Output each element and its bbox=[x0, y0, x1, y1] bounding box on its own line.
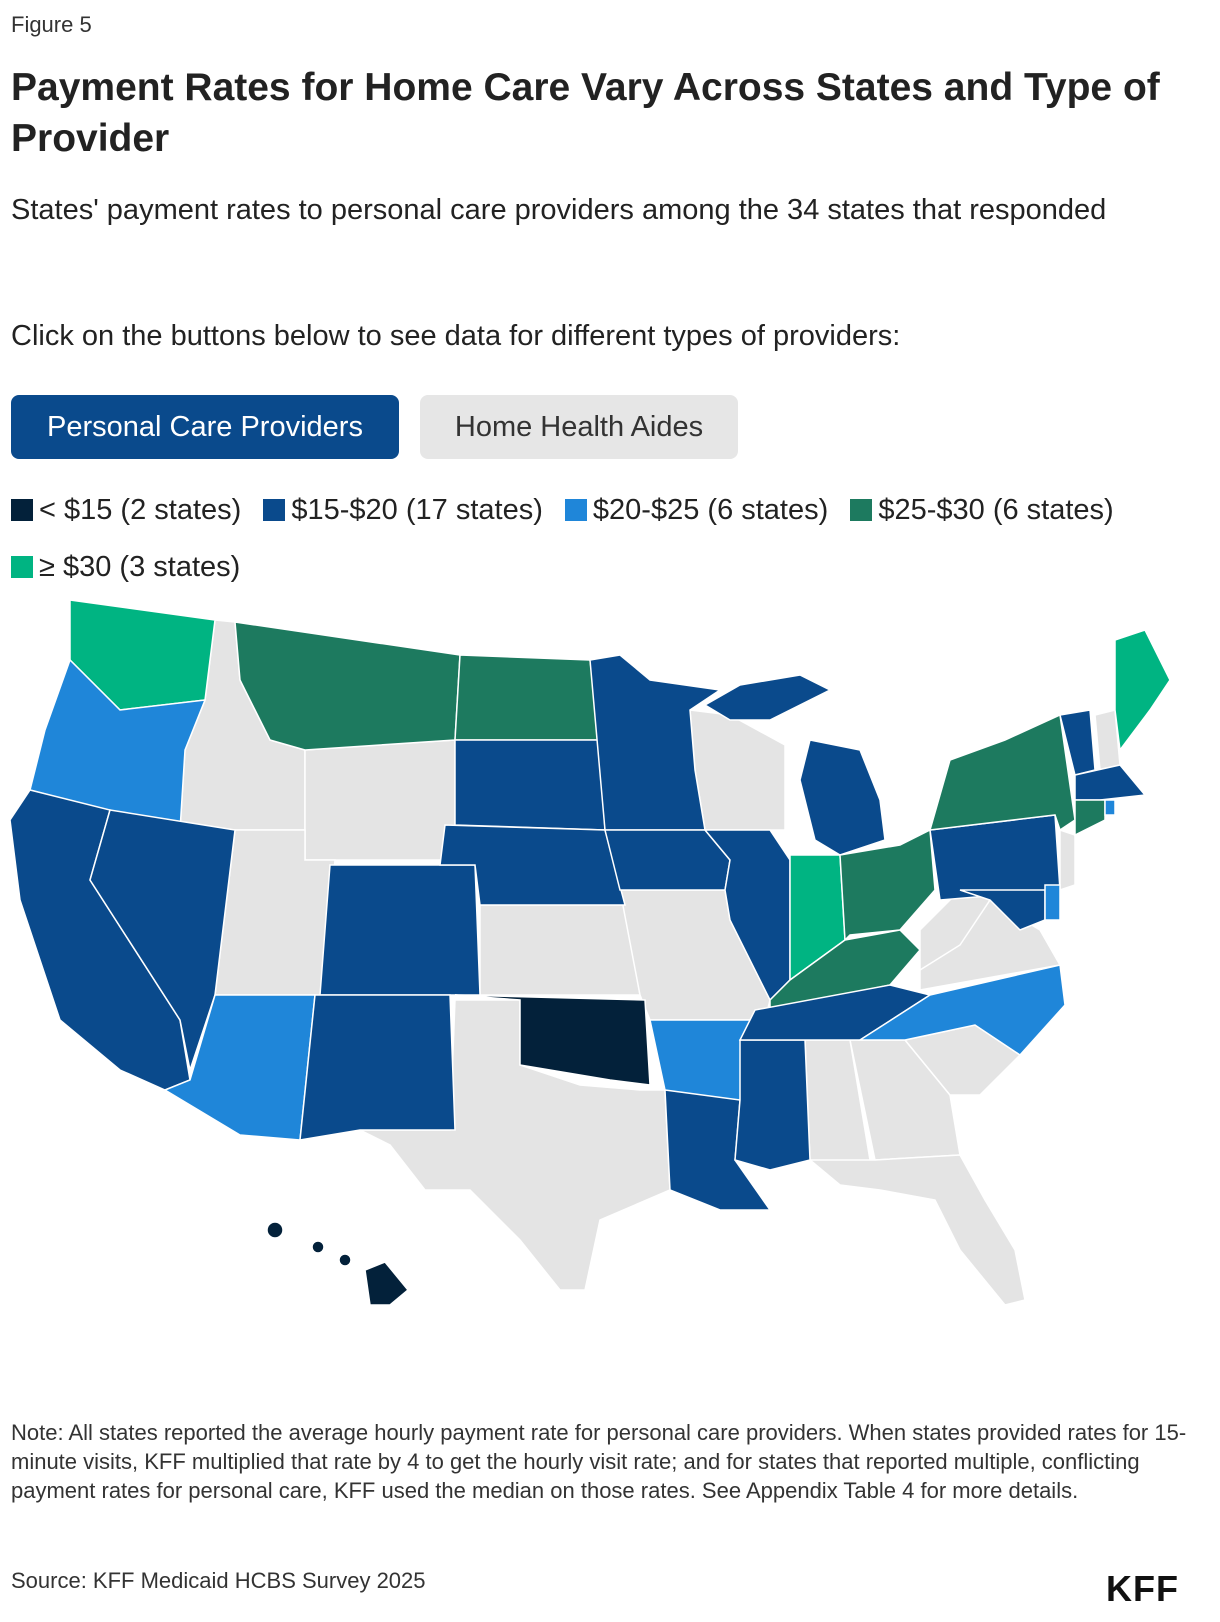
page-title: Payment Rates for Home Care Vary Across … bbox=[11, 66, 1160, 160]
state-TX[interactable] bbox=[359, 999, 671, 1291]
state-FL[interactable] bbox=[807, 1154, 1026, 1306]
legend-item-20-25: $20-$25 (6 states) bbox=[564, 482, 829, 539]
state-MI[interactable] bbox=[799, 739, 886, 856]
state-NJ[interactable] bbox=[1059, 828, 1076, 892]
state-CO[interactable] bbox=[319, 864, 481, 996]
state-SD[interactable] bbox=[454, 739, 606, 831]
legend-item-under-15: < $15 (2 states) bbox=[11, 482, 241, 539]
state-RI[interactable] bbox=[1104, 799, 1116, 816]
figure-source: Source: KFF Medicaid HCBS Survey 2025 bbox=[11, 1568, 426, 1593]
map-legend: < $15 (2 states) $15-$20 (17 states) $20… bbox=[11, 482, 1161, 596]
state-OR[interactable] bbox=[29, 658, 207, 831]
legend-item-15-20: $15-$20 (17 states) bbox=[263, 482, 543, 539]
state-HI-island-3[interactable] bbox=[338, 1253, 352, 1267]
state-MS[interactable] bbox=[734, 1039, 811, 1171]
state-IA[interactable] bbox=[604, 829, 731, 891]
legend-item-30-plus: ≥ $30 (3 states) bbox=[11, 539, 240, 596]
state-MI-upper[interactable] bbox=[703, 674, 832, 721]
legend-label-30-plus: ≥ $30 (3 states) bbox=[39, 551, 241, 583]
state-MA[interactable] bbox=[1074, 764, 1147, 801]
legend-swatch-under-15 bbox=[11, 499, 33, 521]
state-NV[interactable] bbox=[89, 809, 236, 1073]
state-WY[interactable] bbox=[304, 739, 456, 861]
figure-note: Note: All states reported the average ho… bbox=[11, 1420, 1187, 1503]
state-OK[interactable] bbox=[454, 994, 651, 1086]
legend-label-20-25: $20-$25 (6 states) bbox=[592, 494, 829, 526]
instruction-text: Click on the buttons below to see data f… bbox=[11, 320, 901, 352]
legend-swatch-30-plus bbox=[11, 556, 33, 578]
us-states-map bbox=[9, 600, 1171, 1306]
state-HI-island-2[interactable] bbox=[311, 1240, 325, 1254]
state-KS[interactable] bbox=[479, 904, 641, 996]
legend-item-25-30: $25-$30 (6 states) bbox=[850, 482, 1114, 539]
legend-swatch-15-20 bbox=[263, 499, 286, 521]
legend-swatch-25-30 bbox=[850, 499, 873, 521]
legend-label-15-20: $15-$20 (17 states) bbox=[291, 494, 543, 526]
kff-logo: KFF bbox=[1106, 1568, 1179, 1609]
home-health-aides-button[interactable]: Home Health Aides bbox=[420, 395, 738, 459]
legend-label-25-30: $25-$30 (6 states) bbox=[878, 494, 1114, 526]
state-ND[interactable] bbox=[454, 654, 601, 741]
state-HI-island-1[interactable] bbox=[266, 1221, 284, 1239]
state-WI[interactable] bbox=[689, 709, 786, 831]
state-NY[interactable] bbox=[928, 713, 1076, 832]
state-NM[interactable] bbox=[299, 994, 456, 1141]
legend-label-under-15: < $15 (2 states) bbox=[39, 494, 242, 526]
state-MD[interactable] bbox=[959, 889, 1046, 931]
state-HI[interactable] bbox=[364, 1261, 410, 1306]
figure-label: Figure 5 bbox=[11, 12, 92, 37]
state-CT[interactable] bbox=[1074, 799, 1106, 837]
state-ME[interactable] bbox=[1114, 629, 1171, 752]
page-subtitle: States' payment rates to personal care p… bbox=[11, 194, 1107, 226]
state-DE[interactable] bbox=[1044, 884, 1061, 921]
legend-swatch-20-25 bbox=[564, 499, 587, 521]
personal-care-providers-button[interactable]: Personal Care Providers bbox=[11, 395, 399, 459]
state-NC[interactable] bbox=[857, 964, 1066, 1056]
state-MT[interactable] bbox=[234, 621, 461, 751]
